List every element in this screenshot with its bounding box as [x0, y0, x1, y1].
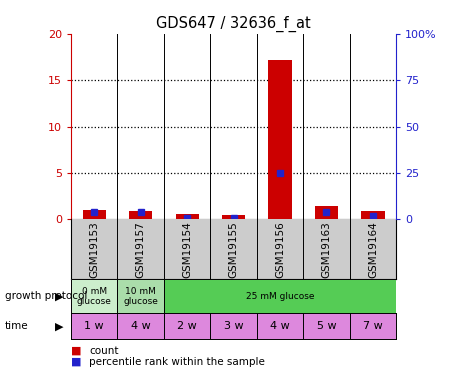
Text: GSM19154: GSM19154: [182, 221, 192, 278]
Bar: [164, 279, 396, 313]
Bar: [129, 211, 152, 219]
Text: GSM19164: GSM19164: [368, 221, 378, 278]
Title: GDS647 / 32636_f_at: GDS647 / 32636_f_at: [156, 16, 311, 32]
Bar: [117, 279, 164, 313]
Text: 3 w: 3 w: [224, 321, 243, 331]
Text: 2 w: 2 w: [177, 321, 197, 331]
Text: ■: ■: [71, 357, 82, 367]
Bar: [222, 215, 245, 219]
Text: count: count: [89, 346, 119, 355]
Text: 5 w: 5 w: [316, 321, 336, 331]
Text: GSM19163: GSM19163: [322, 221, 332, 278]
Bar: [175, 214, 199, 219]
Bar: [361, 211, 385, 219]
Text: 1 w: 1 w: [84, 321, 104, 331]
Text: 0 mM
glucose: 0 mM glucose: [77, 286, 112, 306]
Text: 10 mM
glucose: 10 mM glucose: [123, 286, 158, 306]
Text: ■: ■: [71, 346, 82, 355]
Text: GSM19155: GSM19155: [229, 221, 239, 278]
Bar: [315, 206, 338, 219]
Bar: [71, 279, 117, 313]
Text: time: time: [5, 321, 28, 331]
Bar: [82, 210, 106, 219]
Bar: [268, 60, 292, 219]
Text: percentile rank within the sample: percentile rank within the sample: [89, 357, 265, 367]
Text: GSM19156: GSM19156: [275, 221, 285, 278]
Text: 4 w: 4 w: [131, 321, 151, 331]
Text: GSM19153: GSM19153: [89, 221, 99, 278]
Text: ▶: ▶: [55, 291, 64, 301]
Text: ▶: ▶: [55, 321, 64, 331]
Text: growth protocol: growth protocol: [5, 291, 87, 301]
Text: GSM19157: GSM19157: [136, 221, 146, 278]
Text: 4 w: 4 w: [270, 321, 290, 331]
Text: 7 w: 7 w: [363, 321, 383, 331]
Text: 25 mM glucose: 25 mM glucose: [246, 292, 314, 301]
